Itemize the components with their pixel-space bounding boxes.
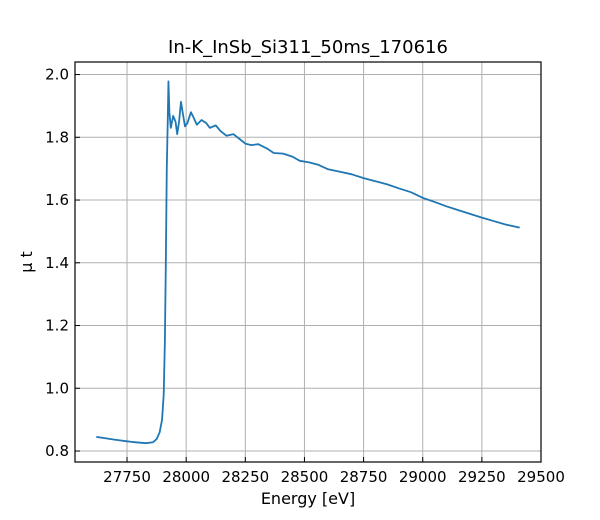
x-tick-label: 28250 [221, 468, 269, 486]
x-tick-label: 28500 [281, 468, 329, 486]
y-tick-label: 1.4 [45, 254, 69, 272]
x-tick-label: 29500 [517, 468, 565, 486]
y-tick-label: 0.8 [45, 442, 69, 460]
y-tick-label: 1.8 [45, 128, 69, 146]
chart-title: In-K_InSb_Si311_50ms_170616 [168, 37, 448, 58]
y-tick-label: 1.6 [45, 191, 69, 209]
x-tick-label: 28750 [340, 468, 388, 486]
x-tick-label: 29250 [458, 468, 506, 486]
y-tick-label: 1.2 [45, 317, 69, 335]
series-line [96, 80, 520, 445]
axis-ticks: 27750 28000 28250 28500 28750 29000 29250 29500… [45, 66, 565, 486]
y-tick-label: 1.0 [45, 379, 69, 397]
x-tick-label: 27750 [103, 468, 151, 486]
plot-frame [74, 61, 542, 463]
y-axis-label: μ t [17, 251, 36, 273]
x-tick-label: 29000 [399, 468, 447, 486]
data-series [96, 80, 520, 445]
grid-lines [75, 62, 542, 462]
x-axis-label: Energy [eV] [261, 489, 355, 508]
x-tick-label: 28000 [162, 468, 210, 486]
y-tick-label: 2.0 [45, 66, 69, 84]
